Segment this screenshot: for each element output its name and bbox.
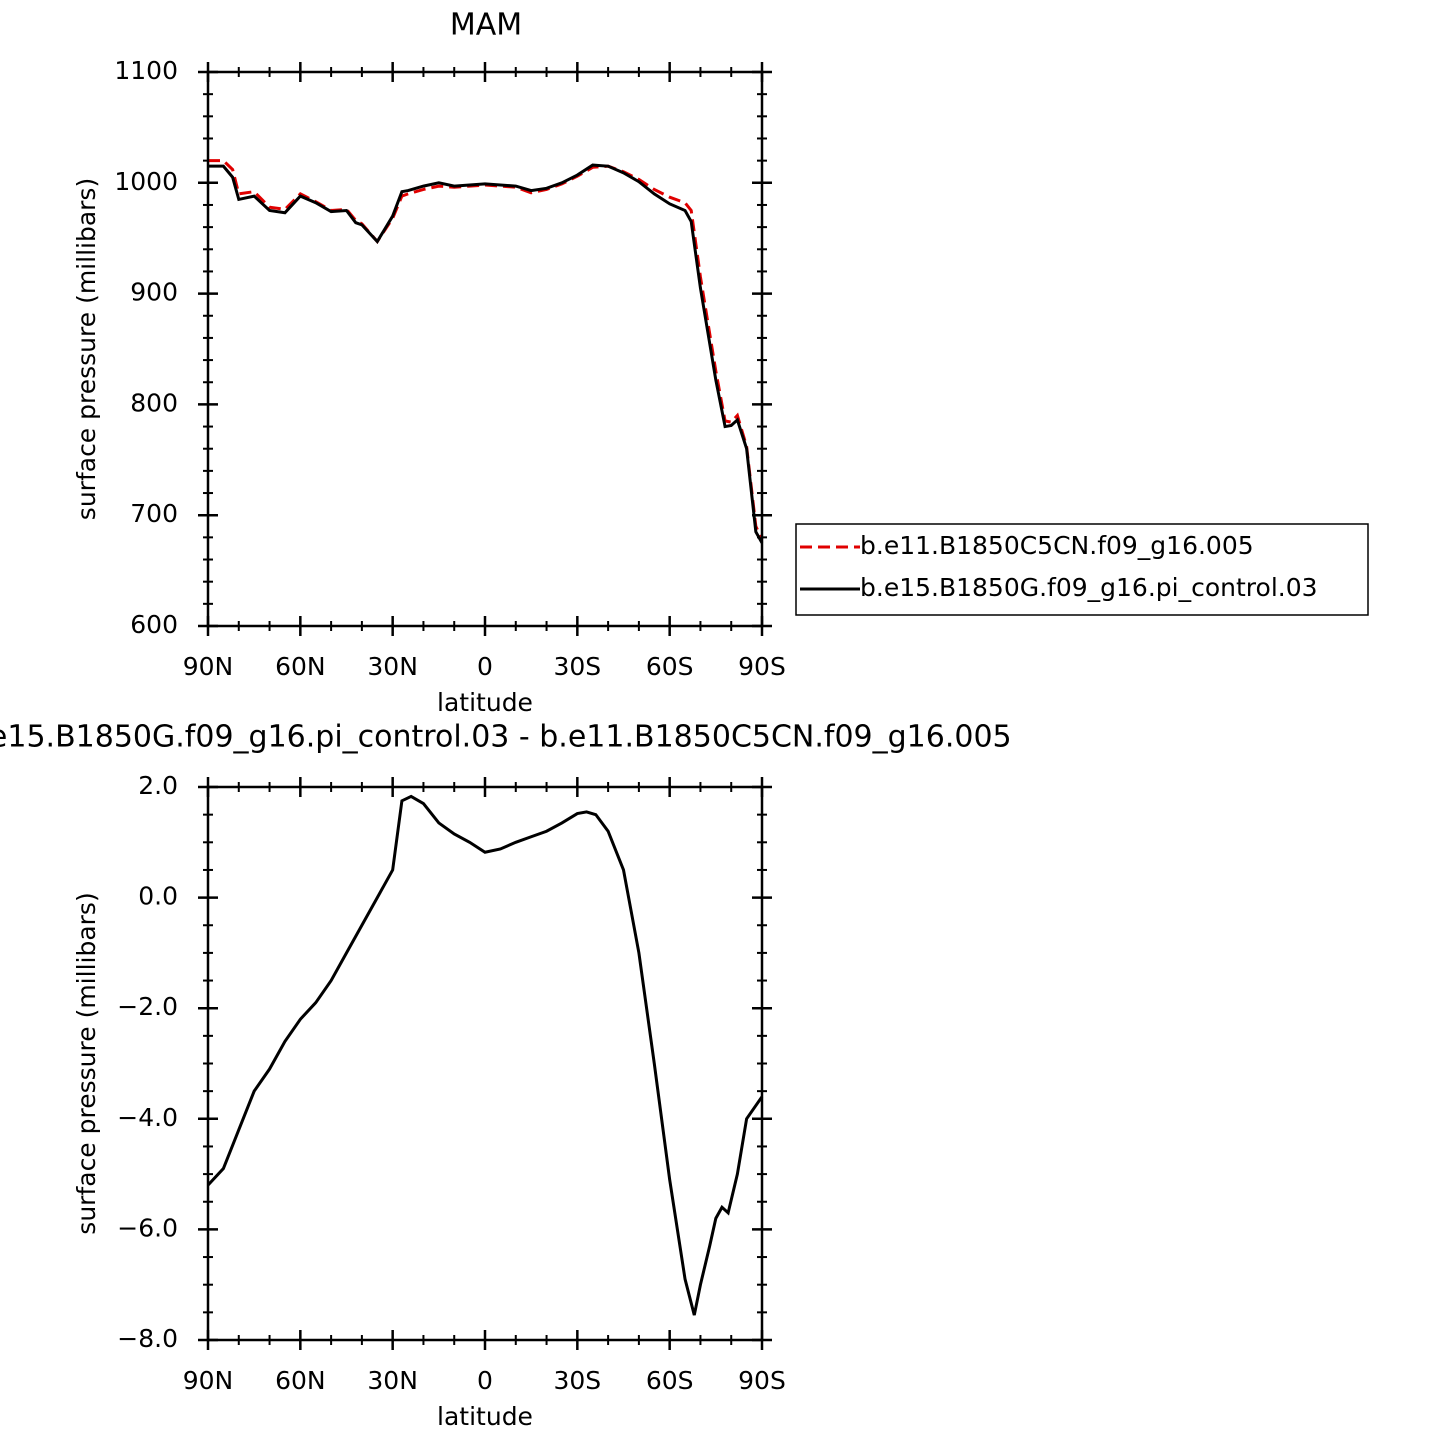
y-axis-label: surface pressure (millibars) xyxy=(72,178,101,520)
x-tick-label: 60N xyxy=(275,652,326,681)
y-axis-label: surface pressure (millibars) xyxy=(72,892,101,1234)
x-tick-label: 0 xyxy=(477,652,493,681)
x-tick-label: 0 xyxy=(477,1366,493,1395)
y-tick-label: 1000 xyxy=(114,167,178,196)
x-tick-label: 60N xyxy=(275,1366,326,1395)
x-tick-label: 60S xyxy=(646,652,694,681)
x-tick-label: 30S xyxy=(553,652,601,681)
plot-frame xyxy=(206,70,764,628)
y-tick-label: −6.0 xyxy=(117,1213,178,1242)
y-tick-label: 800 xyxy=(130,388,178,417)
x-tick-label: 60S xyxy=(646,1366,694,1395)
x-axis-label: latitude xyxy=(437,1402,533,1431)
chart-title: b.e15.B1850G.f09_g16.pi_control.03 - b.e… xyxy=(0,720,1012,755)
plot-frame xyxy=(206,785,764,1342)
x-tick-label: 30N xyxy=(367,1366,418,1395)
x-axis-label: latitude xyxy=(437,688,533,717)
data-line xyxy=(206,794,764,1316)
x-tick-label: 90N xyxy=(183,1366,234,1395)
legend-label: b.e15.B1850G.f09_g16.pi_control.03 xyxy=(860,573,1318,602)
y-tick-label: −4.0 xyxy=(117,1103,178,1132)
legend-label: b.e11.B1850C5CN.f09_g16.005 xyxy=(860,531,1254,560)
y-tick-label: 900 xyxy=(130,278,178,307)
y-tick-label: −8.0 xyxy=(117,1324,178,1353)
y-tick-label: 700 xyxy=(130,499,178,528)
data-line xyxy=(208,163,764,544)
y-tick-label: 0.0 xyxy=(138,882,178,911)
y-tick-label: −2.0 xyxy=(117,992,178,1021)
x-tick-label: 30S xyxy=(553,1366,601,1395)
legend-box xyxy=(795,523,1369,616)
y-tick-label: 600 xyxy=(130,610,178,639)
x-tick-label: 30N xyxy=(367,652,418,681)
y-tick-label: 2.0 xyxy=(138,771,178,800)
x-tick-label: 90S xyxy=(738,652,786,681)
x-tick-label: 90S xyxy=(738,1366,786,1395)
x-tick-label: 90N xyxy=(183,652,234,681)
y-tick-label: 1100 xyxy=(114,56,178,85)
data-line xyxy=(208,159,764,541)
chart-title: MAM xyxy=(450,8,522,43)
